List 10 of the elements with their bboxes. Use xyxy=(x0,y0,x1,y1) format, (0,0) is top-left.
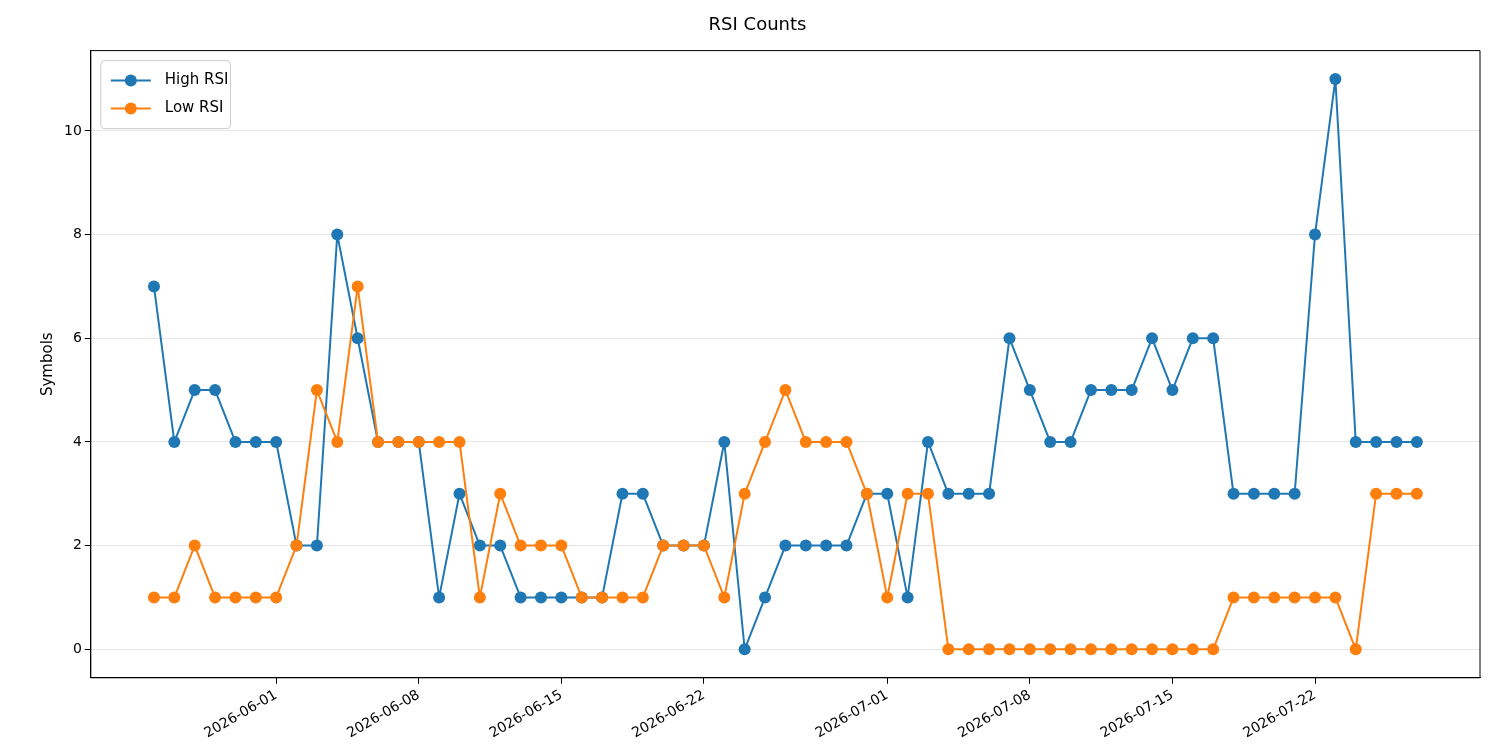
legend-label: Low RSI xyxy=(164,98,224,117)
y-tick-label: 4 xyxy=(72,432,82,449)
y-tick-label: 8 xyxy=(72,225,82,242)
y-tick-label: 6 xyxy=(72,328,82,345)
legend-label: High RSI xyxy=(164,70,229,89)
chart-title: RSI Counts xyxy=(708,13,807,35)
y-tick-label: 2 xyxy=(72,536,82,553)
y-tick-label: 0 xyxy=(72,639,82,656)
y-axis-title: Symbols xyxy=(37,332,56,397)
y-tick-label: 10 xyxy=(63,121,82,138)
